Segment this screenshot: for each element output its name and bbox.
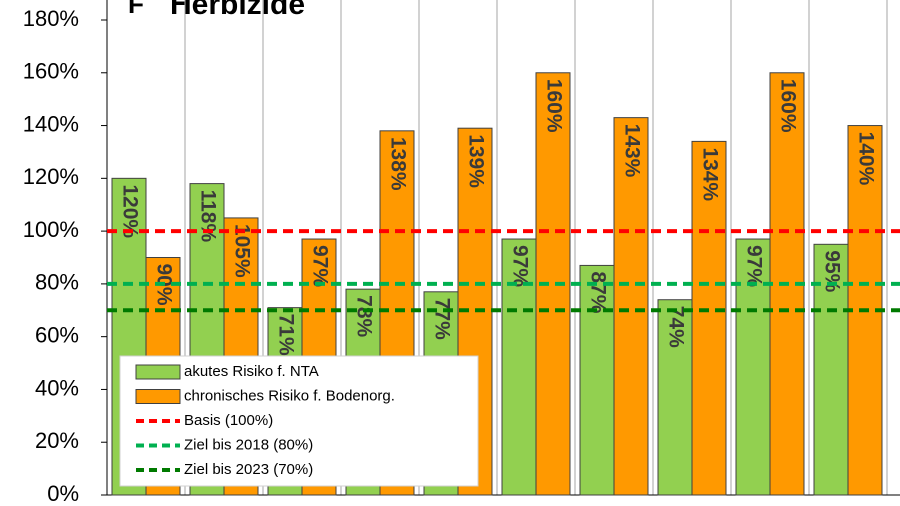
y-tick-label: 100% bbox=[23, 217, 79, 242]
bar bbox=[579, 264, 615, 496]
value-label: 105% bbox=[230, 224, 253, 278]
value-label: 140% bbox=[854, 132, 877, 186]
value-label: 87% bbox=[586, 271, 609, 313]
legend-label: Ziel bis 2023 (70%) bbox=[184, 461, 313, 478]
legend-label: chronisches Risiko f. Bodenorg. bbox=[184, 387, 395, 404]
bar bbox=[501, 238, 537, 496]
y-tick-label: 80% bbox=[35, 270, 79, 295]
value-label: 78% bbox=[352, 295, 375, 337]
value-label: 143% bbox=[620, 124, 643, 178]
bar bbox=[657, 299, 693, 496]
legend-swatch bbox=[135, 389, 181, 404]
value-label: 97% bbox=[308, 245, 331, 287]
value-label: 97% bbox=[742, 245, 765, 287]
y-tick-label: 20% bbox=[35, 428, 79, 453]
value-label: 160% bbox=[542, 79, 565, 133]
y-tick-label: 0% bbox=[47, 481, 79, 506]
value-label: 95% bbox=[820, 250, 843, 292]
y-tick-label: 160% bbox=[23, 59, 79, 84]
legend-label: Basis (100%) bbox=[184, 412, 273, 429]
value-label: 120% bbox=[118, 184, 141, 238]
bar bbox=[813, 243, 849, 496]
legend-swatch bbox=[135, 364, 181, 380]
y-tick-label: 120% bbox=[23, 164, 79, 189]
value-label: 139% bbox=[464, 134, 487, 188]
panel-label: F bbox=[128, 0, 144, 19]
value-label: 160% bbox=[776, 79, 799, 133]
value-label: 74% bbox=[664, 306, 687, 348]
bar bbox=[735, 238, 771, 496]
legend-label: akutes Risiko f. NTA bbox=[184, 363, 319, 380]
y-tick-label: 60% bbox=[35, 322, 79, 347]
bar bbox=[613, 117, 649, 496]
y-tick-label: 140% bbox=[23, 111, 79, 136]
legend: akutes Risiko f. NTA chronisches Risiko f… bbox=[119, 355, 479, 487]
value-label: 71% bbox=[274, 314, 297, 356]
value-label: 118% bbox=[196, 190, 219, 243]
bar bbox=[691, 140, 727, 496]
value-label: 97% bbox=[508, 245, 531, 287]
y-tick-label: 180% bbox=[23, 6, 79, 31]
value-label: 134% bbox=[698, 147, 721, 201]
y-tick-label: 40% bbox=[35, 375, 79, 400]
chart-title: Herbizide bbox=[170, 0, 305, 21]
value-label: 138% bbox=[386, 137, 409, 191]
legend-label: Ziel bis 2018 (80%) bbox=[184, 436, 313, 453]
value-label: 77% bbox=[430, 298, 453, 340]
